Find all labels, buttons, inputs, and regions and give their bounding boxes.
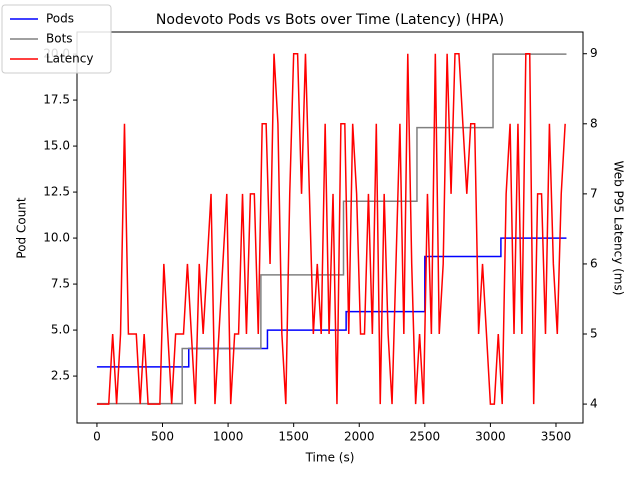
x-tick-label: 2000 <box>344 430 375 444</box>
y-tick-label: 12.5 <box>43 185 70 199</box>
series-line <box>96 237 567 368</box>
y2-axis-label: Web P95 Latency (ms) <box>612 161 626 296</box>
series-line <box>96 52 566 405</box>
x-tick-label: 1500 <box>278 430 309 444</box>
legend-label: Latency <box>46 52 93 66</box>
y2-tick-label: 7 <box>590 186 598 200</box>
legend-label: Bots <box>46 32 73 46</box>
chart-title: Nodevoto Pods vs Bots over Time (Latency… <box>156 12 504 28</box>
x-tick-label: 2500 <box>410 430 441 444</box>
y-tick-label: 10.0 <box>43 231 70 245</box>
x-tick-label: 1000 <box>213 430 244 444</box>
y2-tick-label: 6 <box>590 256 598 270</box>
y2-tick-label: 4 <box>590 397 598 411</box>
x-axis-label: Time (s) <box>305 451 355 465</box>
plot-frame <box>76 31 584 424</box>
y-axis-label: Pod Count <box>15 197 29 259</box>
series-line <box>96 53 567 405</box>
y-tick-label: 15.0 <box>43 139 70 153</box>
y2-tick-label: 9 <box>590 46 598 60</box>
y2-tick-label: 8 <box>590 116 598 130</box>
y-tick-label: 5.0 <box>51 323 70 337</box>
legend-label: Pods <box>46 12 74 26</box>
x-tick-label: 0 <box>93 430 101 444</box>
x-tick-label: 500 <box>151 430 174 444</box>
y-tick-label: 7.5 <box>51 277 70 291</box>
x-tick-label: 3000 <box>475 430 506 444</box>
y2-tick-label: 5 <box>590 327 598 341</box>
x-tick-label: 3500 <box>541 430 572 444</box>
y-tick-label: 17.5 <box>43 93 70 107</box>
legend-box <box>1 4 112 74</box>
y-tick-label: 2.5 <box>51 369 70 383</box>
